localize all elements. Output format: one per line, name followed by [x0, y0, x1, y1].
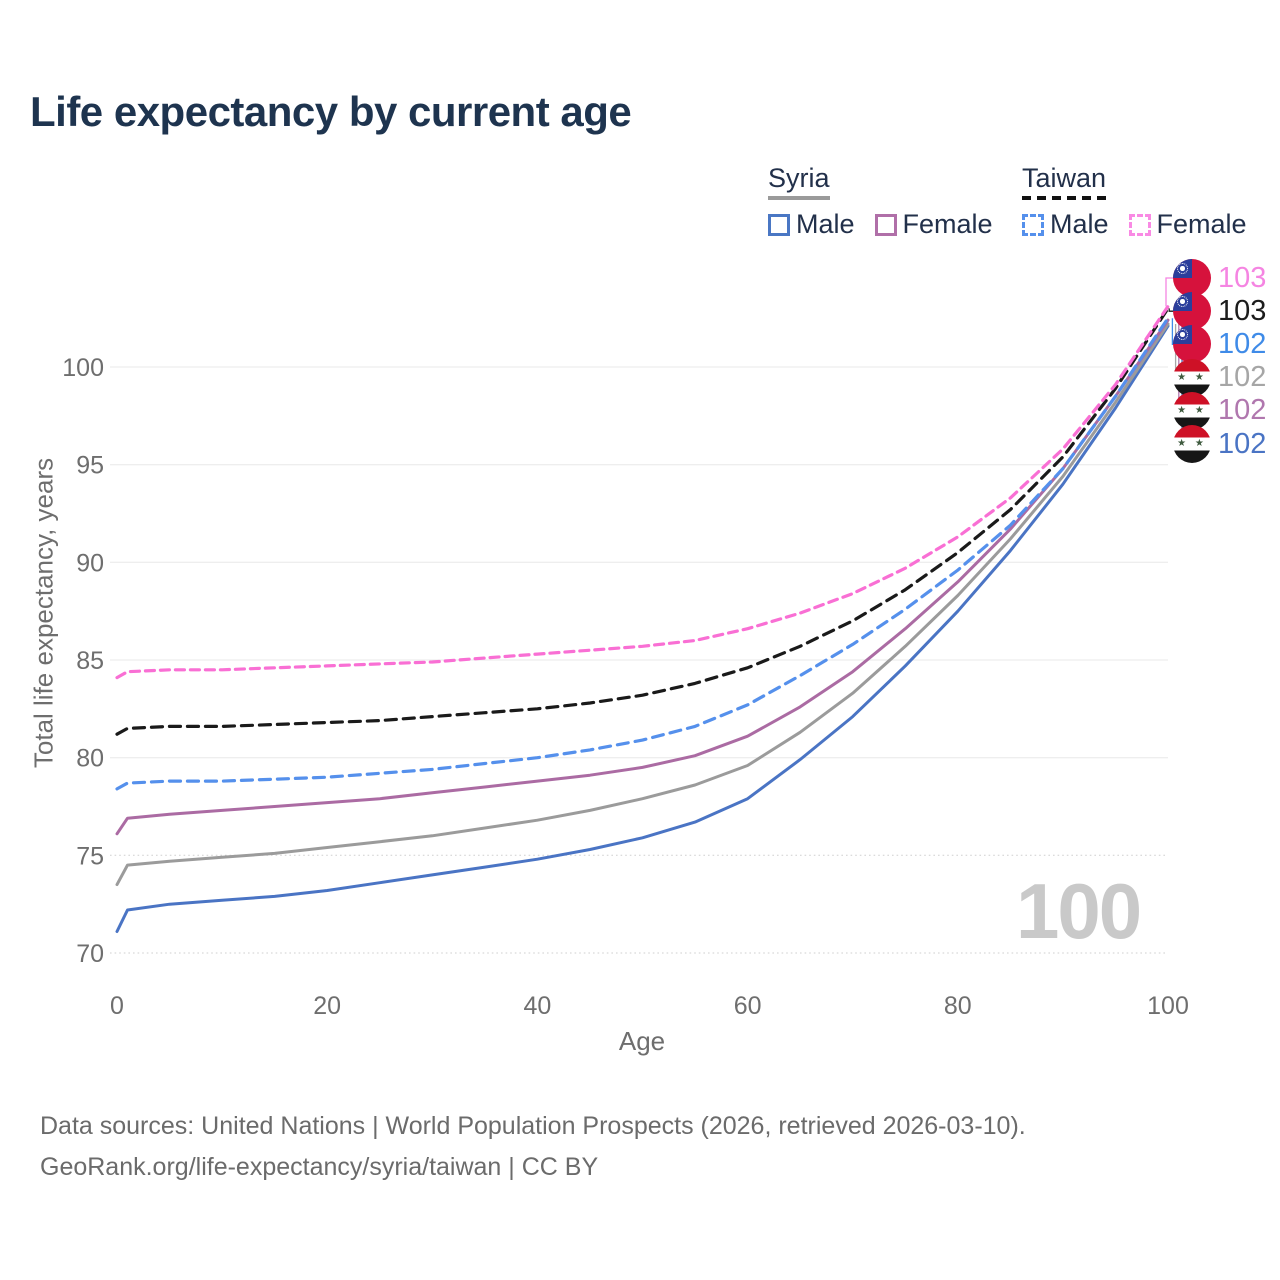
end-label-value-taiwan-combined: 103 — [1218, 294, 1267, 327]
syria-stars: ★ ★ — [1177, 404, 1207, 416]
end-label-row-syria-combined: ★ ★ 102 — [1173, 358, 1267, 397]
taiwan-canton — [1173, 292, 1192, 312]
footer: Data sources: United Nations | World Pop… — [40, 1106, 1026, 1188]
x-tick-label-100: 100 — [1147, 992, 1189, 1020]
x-tick-label-20: 20 — [313, 992, 341, 1020]
legend-item-taiwan-male[interactable]: Male — [1022, 209, 1109, 240]
footer-data-sources: Data sources: United Nations | World Pop… — [40, 1112, 1026, 1140]
legend-swatch-taiwan-male — [1022, 213, 1044, 236]
legend-group-syria: Syria Male Female — [768, 163, 1013, 240]
syria-stars: ★ ★ — [1177, 371, 1207, 383]
end-label-value-syria-combined: 102 — [1218, 361, 1267, 394]
syria-flag-icon: ★ ★ — [1173, 391, 1211, 430]
taiwan-sun — [1176, 295, 1188, 307]
taiwan-sun — [1176, 328, 1188, 340]
y-tick-label-100: 100 — [62, 354, 104, 382]
series-line-taiwan-female[interactable] — [115, 304, 1170, 680]
legend-label-syria-male: Male — [796, 209, 855, 239]
y-tick-label-90: 90 — [76, 549, 104, 577]
footer-attribution: GeoRank.org/life-expectancy/syria/taiwan… — [40, 1153, 599, 1181]
legend-swatch-syria-male — [768, 213, 790, 236]
taiwan-flag-icon — [1173, 259, 1211, 297]
x-tick-label-60: 60 — [734, 992, 762, 1020]
end-label-value-taiwan-male: 102 — [1218, 327, 1267, 360]
legend-label-taiwan-female: Female — [1156, 209, 1247, 239]
taiwan-flag-icon — [1173, 292, 1211, 331]
legend-label-syria-female: Female — [902, 209, 993, 239]
y-tick-label-85: 85 — [76, 647, 104, 675]
end-label-row-syria-female: ★ ★ 102 — [1173, 391, 1267, 430]
taiwan-canton — [1173, 325, 1192, 345]
series-line-taiwan-combined[interactable] — [115, 306, 1170, 736]
y-tick-label-95: 95 — [76, 452, 104, 480]
leader-line-taiwan-female — [1165, 277, 1176, 307]
y-tick-label-70: 70 — [76, 940, 104, 968]
legend-linestyle-sample-syria — [768, 196, 830, 200]
end-label-row-taiwan-combined: 103 — [1173, 292, 1267, 331]
age-frame-watermark: 100 — [1016, 867, 1142, 955]
legend-label-taiwan-male: Male — [1050, 209, 1109, 239]
x-axis-title: Age — [618, 1026, 666, 1056]
series-line-syria-combined[interactable] — [115, 322, 1170, 887]
syria-flag-icon: ★ ★ — [1173, 358, 1211, 397]
end-label-row-syria-male: ★ ★ 102 — [1173, 425, 1266, 463]
x-tick-label-0: 0 — [110, 992, 124, 1020]
y-tick-label-75: 75 — [76, 842, 104, 870]
legend-swatch-taiwan-female — [1128, 213, 1151, 236]
legend-swatch-syria-female — [874, 213, 897, 236]
y-tick-label-80: 80 — [76, 745, 104, 773]
legend-country-syria[interactable]: Syria — [768, 163, 830, 200]
series-line-taiwan-male[interactable] — [115, 316, 1170, 791]
legend-country-taiwan[interactable]: Taiwan — [1022, 163, 1107, 200]
legend-group-taiwan: Taiwan Male Female — [1022, 163, 1267, 240]
syria-flag-icon: ★ ★ — [1173, 425, 1211, 463]
legend-item-taiwan-female[interactable]: Female — [1128, 209, 1247, 240]
syria-stars: ★ ★ — [1177, 437, 1207, 449]
series-line-syria-male[interactable] — [115, 324, 1170, 933]
taiwan-flag-icon — [1173, 325, 1211, 364]
legend-item-syria-female[interactable]: Female — [874, 209, 993, 240]
y-axis-title: Total life expectancy, years — [28, 457, 59, 769]
end-label-row-taiwan-female: 103 — [1173, 259, 1266, 297]
x-tick-label-80: 80 — [944, 992, 972, 1020]
taiwan-sun — [1176, 262, 1188, 274]
end-label-value-syria-female: 102 — [1218, 394, 1267, 427]
legend-item-syria-male[interactable]: Male — [768, 209, 855, 240]
page-title: Life expectancy by current age — [30, 88, 632, 135]
taiwan-canton — [1173, 259, 1192, 278]
end-label-value-taiwan-female: 103 — [1218, 261, 1267, 294]
legend-linestyle-sample-taiwan — [1022, 196, 1107, 200]
x-tick-label-40: 40 — [523, 992, 551, 1020]
end-label-value-syria-male: 102 — [1218, 427, 1267, 460]
series-line-syria-female[interactable] — [115, 318, 1170, 836]
end-label-row-taiwan-male: 102 — [1173, 325, 1267, 364]
